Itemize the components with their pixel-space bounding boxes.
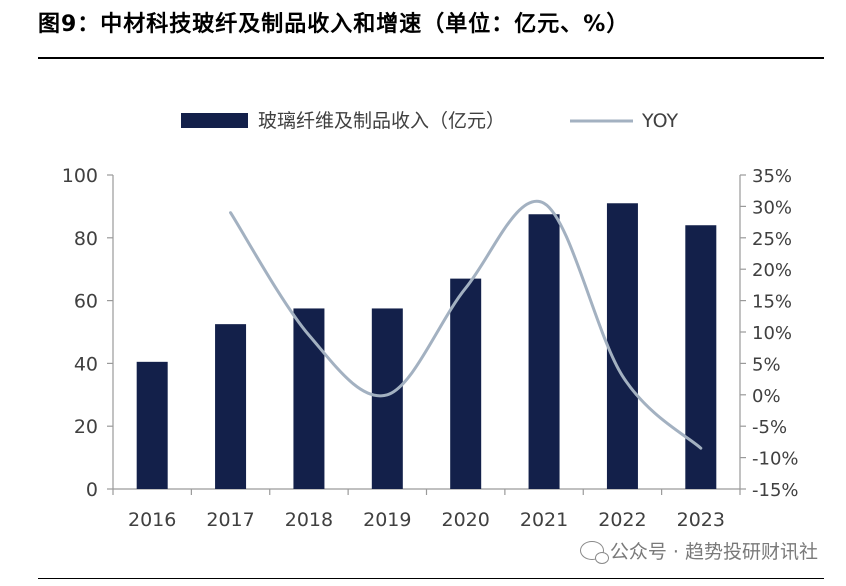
x-axis-tick-label: 2023 [677, 509, 725, 531]
bar [136, 361, 168, 489]
axes: 0 20 40 60 80 100 -15% -10% -5% 0% 5% 10% 15% 20% 25% 3… [62, 165, 799, 531]
right-axis-tick-label: 5% [752, 354, 781, 375]
bar [371, 308, 403, 489]
bar [215, 324, 247, 489]
yoy-line-path [229, 199, 703, 450]
right-axis-tick-label: 35% [752, 166, 792, 187]
title-divider [38, 57, 824, 59]
x-axis-tick-label: 2019 [363, 509, 411, 531]
right-axis-tick-label: 30% [752, 197, 792, 218]
bars [136, 203, 717, 490]
bar [293, 308, 325, 489]
x-axis-tick-label: 2020 [442, 509, 490, 531]
x-axis-tick-label: 2016 [128, 509, 176, 531]
yoy-line [229, 199, 703, 450]
bar [685, 225, 717, 490]
right-axis-tick-label: -10% [752, 449, 799, 470]
right-axis-tick-label: -15% [752, 480, 799, 501]
x-axis-tick-label: 2021 [520, 509, 568, 531]
left-axis-tick-label: 80 [74, 228, 98, 250]
legend-bar-label: 玻璃纤维及制品收入（亿元） [258, 110, 505, 132]
right-axis-tick-label: 20% [752, 260, 792, 281]
legend: 玻璃纤维及制品收入（亿元） YOY [181, 110, 678, 132]
right-axis-tick-label: 0% [752, 386, 781, 407]
left-axis-tick-label: 0 [86, 479, 98, 501]
bar [528, 214, 560, 489]
right-axis-tick-label: 25% [752, 229, 792, 250]
watermark-text: 公众号 · 趋势投研财讯社 [609, 541, 818, 563]
bar [450, 278, 482, 489]
right-axis-tick-label: 15% [752, 292, 792, 313]
legend-bar-swatch [181, 113, 248, 128]
left-axis-tick-label: 60 [74, 291, 98, 313]
left-axis-tick-label: 20 [74, 416, 98, 438]
x-axis-tick-label: 2018 [285, 509, 333, 531]
chart-title: 图9：中材科技玻纤及制品收入和增速（单位：亿元、%） [38, 12, 630, 37]
wechat-icon [579, 541, 609, 564]
x-axis-tick-label: 2017 [206, 509, 254, 531]
left-axis-tick-label: 40 [74, 353, 98, 375]
legend-line-label: YOY [641, 110, 678, 132]
bar [606, 203, 638, 489]
left-axis-tick-label: 100 [62, 165, 98, 187]
right-axis-tick-label: 10% [752, 323, 792, 344]
watermark: 公众号 · 趋势投研财讯社 [579, 537, 818, 564]
x-axis-tick-label: 2022 [598, 509, 646, 531]
bottom-divider [38, 578, 824, 579]
right-axis-tick-label: -5% [752, 417, 787, 438]
